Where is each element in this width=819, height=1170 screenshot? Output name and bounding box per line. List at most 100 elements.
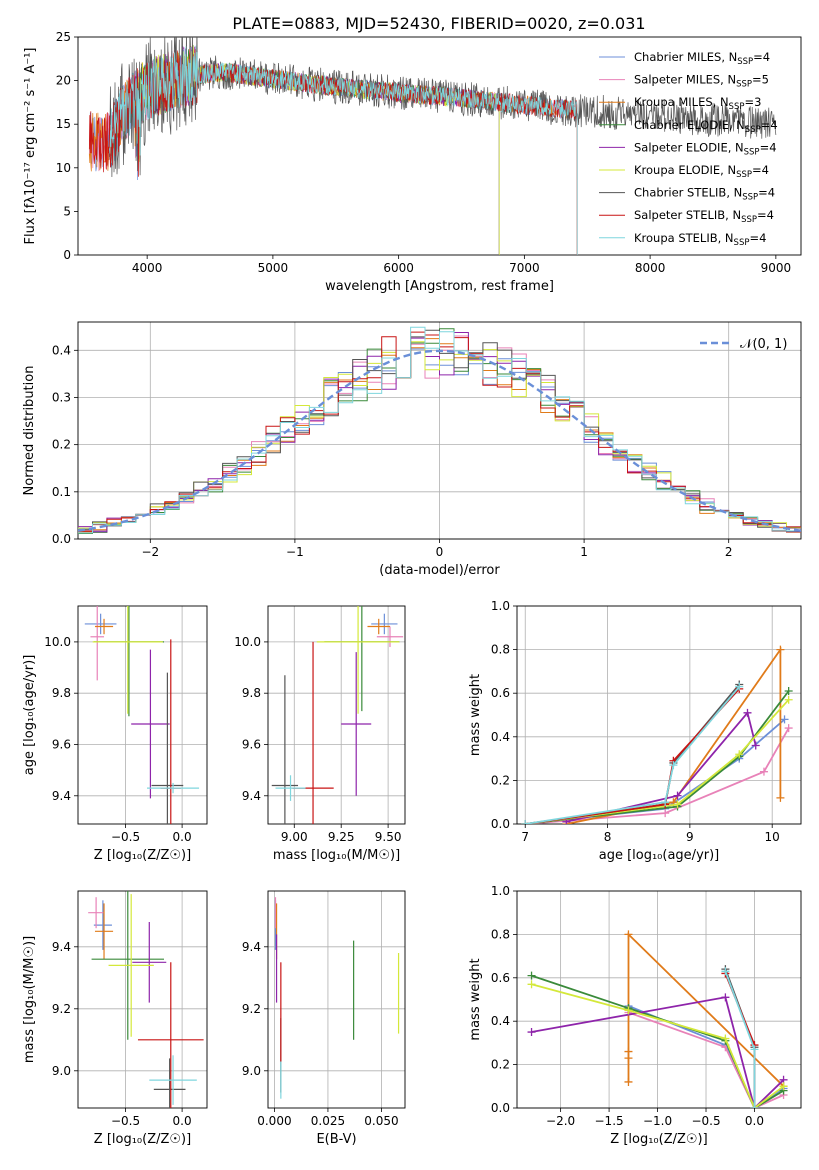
y-tick-label: 9.4 (52, 789, 71, 803)
x-tick-label: 6000 (383, 261, 414, 275)
x-tick-label: −1 (286, 545, 304, 559)
series-point-kroupa_elodie (784, 695, 793, 704)
series-point-salpeter_elodie (751, 741, 760, 750)
chart-spectrum: 4000 5000 6000 7000 8000 9000 0 5 10 15 20 25 wavele… (23, 30, 802, 294)
x-tick-label: −1.5 (595, 1114, 624, 1128)
y-axis-label: mass weight (468, 674, 483, 756)
y-tick-label: 0.0 (491, 817, 510, 831)
series-point-chabrier_elodie (784, 687, 793, 696)
chart-age_vs_mass: 9.00 9.25 9.50 9.4 9.6 9.8 10.0 mass [log₁₀(M/M… (234, 605, 406, 863)
y-axis-label: age [log₁₀(age/yr)] (22, 655, 37, 776)
series-point-kroupa_stelib (750, 1045, 759, 1054)
normal-curve (78, 349, 801, 532)
x-axis-label: wavelength [Angstrom, rest frame] (325, 279, 554, 294)
x-tick-label: 7000 (509, 261, 540, 275)
y-tick-label: 20 (56, 74, 71, 88)
y-tick-label: 25 (56, 30, 71, 44)
y-tick-label: 15 (56, 117, 71, 131)
x-tick-label: 5000 (258, 261, 289, 275)
y-tick-label: 0.8 (491, 927, 510, 941)
plot-frame (267, 890, 406, 1109)
plot-area (88, 37, 777, 255)
series-point-salpeter_miles (759, 767, 768, 776)
plot-area (84, 606, 200, 824)
legend-label-salpeter_miles: Salpeter MILES, NSSP=5 (634, 73, 769, 90)
series-line-salpeter_stelib (724, 973, 756, 1108)
chart-age_vs_Z: −0.5 0.0 9.4 9.6 9.8 10.0 Z [log₁₀(Z/Z☉)] age [… (22, 605, 208, 863)
x-tick-label: −0.5 (111, 830, 140, 844)
x-tick-label: 0.000 (257, 1114, 291, 1128)
y-tick-label: 9.4 (242, 940, 261, 954)
y-tick-label: 0.4 (52, 343, 71, 357)
y-tick-label: 9.8 (52, 686, 71, 700)
series-line-kroupa_stelib (525, 686, 740, 824)
chart-mass_weight_vs_Z: −2.0 −1.5 −1.0 −0.5 0.0 0.0 0.2 0.4 0.6 0.8 1.0 Z [… (468, 884, 802, 1147)
series-point-salpeter_elodie (527, 1028, 536, 1037)
series-point-kroupa_elodie (527, 980, 536, 989)
y-tick-label: 5 (63, 204, 71, 218)
chart-mass_weight_vs_age: 7 8 9 10 0.0 0.2 0.4 0.6 0.8 1.0 age [log₁₀(age/yr… (468, 599, 802, 863)
y-tick-label: 9.6 (52, 737, 71, 751)
spectrum-line-kroupa_stelib (109, 45, 578, 255)
y-tick-label: 9.2 (242, 1002, 261, 1016)
y-tick-label: 0.2 (52, 438, 71, 452)
figure-title: PLATE=0883, MJD=52430, FIBERID=0020, z=0… (232, 14, 645, 33)
x-axis-label: mass [log₁₀(M/M☉)] (273, 848, 400, 863)
series-point-chabrier_miles (780, 715, 789, 724)
y-tick-label: 0.8 (491, 643, 510, 657)
plot-frame (267, 605, 406, 825)
series-line-chabrier_elodie (525, 690, 790, 824)
y-tick-label: 9.0 (52, 1064, 71, 1078)
x-tick-label: 0 (436, 545, 444, 559)
series-point-kroupa_miles (624, 1054, 633, 1063)
x-tick-label: 9.50 (375, 830, 402, 844)
series-point-kroupa_stelib (669, 761, 678, 770)
series-point-kroupa_elodie (721, 1034, 730, 1043)
series-point-salpeter_elodie (673, 791, 682, 800)
legend-label-salpeter_elodie: Salpeter ELODIE, NSSP=4 (634, 140, 777, 157)
x-tick-label: 0.0 (173, 830, 192, 844)
legend-label-kroupa_miles: Kroupa MILES, NSSP=3 (634, 95, 761, 112)
series-point-kroupa_elodie (673, 800, 682, 809)
y-tick-label: 9.0 (242, 1064, 261, 1078)
y-tick-label: 9.2 (52, 1002, 71, 1016)
x-tick-label: 0.050 (364, 1114, 398, 1128)
series-point-kroupa_miles (624, 1077, 633, 1086)
series-point-kroupa_stelib (661, 798, 670, 807)
legend-label-chabrier_miles: Chabrier MILES, NSSP=4 (634, 50, 770, 67)
plot-area (78, 326, 801, 534)
y-tick-label: 1.0 (491, 599, 510, 613)
series-point-salpeter_miles (784, 724, 793, 733)
plot-area (274, 897, 400, 1099)
x-tick-label: 1 (580, 545, 588, 559)
legend-label-chabrier_elodie: Chabrier ELODIE, NSSP=4 (634, 118, 778, 135)
x-tick-label: −1.0 (643, 1114, 672, 1128)
y-tick-label: 10.0 (44, 635, 71, 649)
x-tick-label: 4000 (132, 261, 163, 275)
series-point-kroupa_elodie (624, 1006, 633, 1015)
x-tick-label: 2 (725, 545, 733, 559)
series-line-kroupa_stelib (724, 970, 756, 1108)
x-tick-label: 9.25 (328, 830, 355, 844)
chart-residuals: −2 −1 0 1 2 0.0 0.1 0.2 0.3 0.4 (data-model)/error… (22, 321, 802, 578)
x-tick-label: −2.0 (546, 1114, 575, 1128)
series-line-salpeter_stelib (525, 688, 740, 824)
x-tick-label: 9.00 (281, 830, 308, 844)
y-tick-label: 9.4 (242, 789, 261, 803)
x-axis-label: Z [log₁₀(Z/Z☉)] (610, 1132, 707, 1147)
series-point-salpeter_elodie (743, 708, 752, 717)
series-line-salpeter_elodie (531, 996, 785, 1108)
x-axis-label: E(B-V) (316, 1132, 356, 1147)
y-tick-label: 0.4 (491, 730, 510, 744)
y-tick-label: 10.0 (234, 635, 261, 649)
x-tick-label: 9 (686, 830, 694, 844)
y-tick-label: 1.0 (491, 884, 510, 898)
x-tick-label: 0.025 (311, 1114, 345, 1128)
chart-mass_vs_ebv: 0.000 0.025 0.050 9.0 9.2 9.4 E(B-V) (242, 890, 406, 1147)
x-tick-label: 7 (521, 830, 529, 844)
series-point-kroupa_stelib (735, 682, 744, 691)
plot-frame (516, 890, 802, 1109)
y-tick-label: 0.0 (52, 532, 71, 546)
series-point-kroupa_miles (776, 645, 785, 654)
